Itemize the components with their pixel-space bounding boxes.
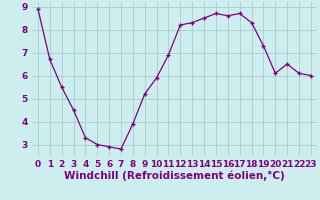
X-axis label: Windchill (Refroidissement éolien,°C): Windchill (Refroidissement éolien,°C)	[64, 171, 285, 181]
